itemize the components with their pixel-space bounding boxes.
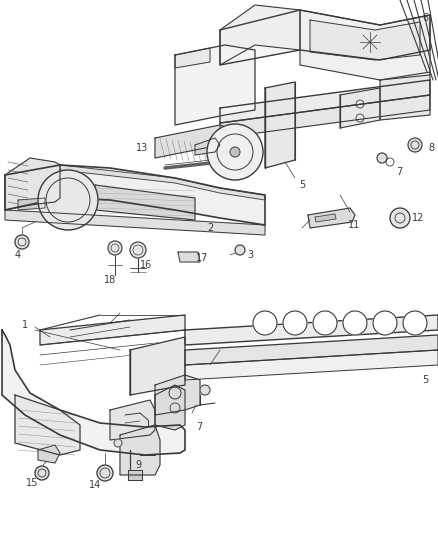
- Polygon shape: [175, 45, 255, 125]
- Text: 7: 7: [396, 167, 402, 177]
- Circle shape: [373, 311, 397, 335]
- Text: 9: 9: [135, 460, 141, 470]
- Polygon shape: [310, 20, 420, 60]
- Text: 6: 6: [422, 13, 428, 23]
- Polygon shape: [265, 82, 295, 168]
- Circle shape: [114, 439, 122, 447]
- Polygon shape: [38, 445, 60, 463]
- Circle shape: [403, 311, 427, 335]
- Circle shape: [343, 311, 367, 335]
- Polygon shape: [308, 208, 355, 228]
- Text: 18: 18: [104, 275, 116, 285]
- Polygon shape: [155, 375, 200, 415]
- Circle shape: [377, 153, 387, 163]
- Circle shape: [38, 170, 98, 230]
- Circle shape: [235, 245, 245, 255]
- Polygon shape: [220, 10, 430, 65]
- Text: 17: 17: [196, 253, 208, 263]
- Polygon shape: [5, 210, 265, 235]
- Polygon shape: [110, 400, 155, 440]
- Polygon shape: [220, 80, 430, 123]
- Text: 5: 5: [299, 180, 305, 190]
- Polygon shape: [380, 72, 430, 120]
- Polygon shape: [120, 425, 160, 475]
- Polygon shape: [95, 185, 195, 220]
- Polygon shape: [155, 385, 185, 430]
- Polygon shape: [2, 330, 185, 455]
- Circle shape: [207, 124, 263, 180]
- Circle shape: [283, 311, 307, 335]
- Polygon shape: [175, 48, 210, 68]
- Polygon shape: [315, 214, 336, 222]
- Text: 15: 15: [26, 478, 38, 488]
- Polygon shape: [5, 165, 265, 225]
- Text: 1: 1: [22, 320, 28, 330]
- Text: 12: 12: [412, 213, 424, 223]
- Polygon shape: [130, 337, 185, 395]
- Text: 4: 4: [15, 250, 21, 260]
- Polygon shape: [220, 95, 430, 138]
- Circle shape: [130, 242, 146, 258]
- Text: 13: 13: [136, 143, 148, 153]
- Text: 5: 5: [422, 375, 428, 385]
- Text: 11: 11: [348, 220, 360, 230]
- Polygon shape: [185, 315, 438, 345]
- Polygon shape: [18, 198, 45, 210]
- Polygon shape: [178, 252, 200, 262]
- Circle shape: [35, 466, 49, 480]
- Circle shape: [108, 241, 122, 255]
- Text: 7: 7: [196, 422, 202, 432]
- Circle shape: [313, 311, 337, 335]
- Polygon shape: [128, 470, 142, 480]
- Circle shape: [253, 311, 277, 335]
- Polygon shape: [155, 125, 235, 158]
- Text: 16: 16: [140, 260, 152, 270]
- Polygon shape: [300, 10, 430, 80]
- Polygon shape: [5, 158, 60, 210]
- Polygon shape: [185, 350, 438, 380]
- Text: 2: 2: [207, 223, 213, 233]
- Text: 3: 3: [247, 250, 253, 260]
- Text: 14: 14: [89, 480, 101, 490]
- Circle shape: [390, 208, 410, 228]
- Polygon shape: [185, 335, 438, 365]
- Text: 8: 8: [428, 143, 434, 153]
- Circle shape: [230, 147, 240, 157]
- Circle shape: [15, 235, 29, 249]
- Circle shape: [408, 138, 422, 152]
- Polygon shape: [60, 165, 265, 200]
- Polygon shape: [195, 138, 220, 155]
- Polygon shape: [15, 395, 80, 455]
- Polygon shape: [40, 315, 185, 345]
- Circle shape: [200, 385, 210, 395]
- Circle shape: [97, 465, 113, 481]
- Polygon shape: [340, 88, 380, 128]
- Polygon shape: [220, 5, 300, 65]
